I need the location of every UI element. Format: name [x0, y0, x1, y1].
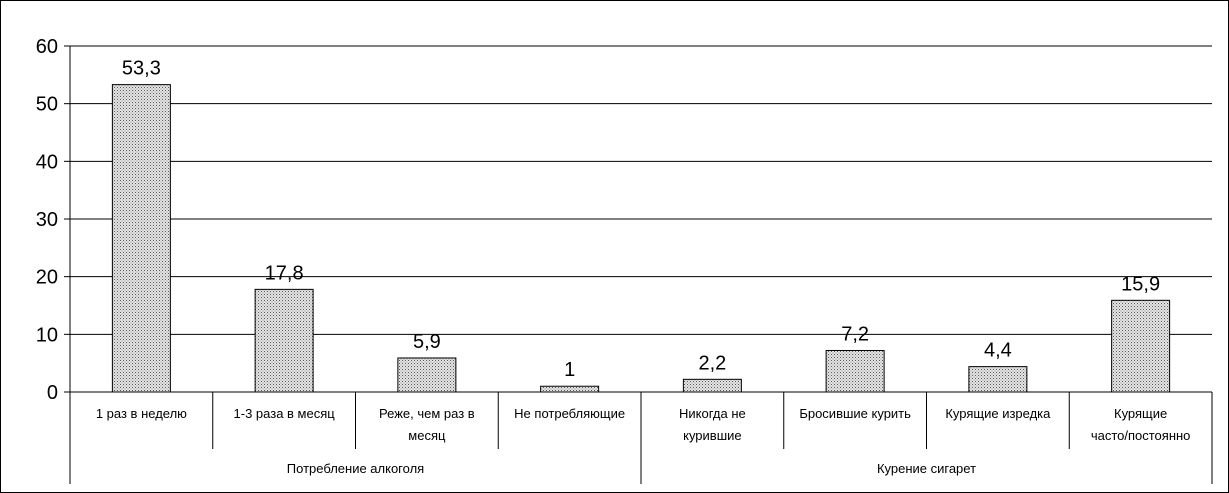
bar: [397, 357, 457, 393]
bar: [968, 366, 1028, 393]
data-label: 1: [564, 359, 575, 381]
category-labels: 1 раз в неделю 1-3 раза в месяц Реже, чем …: [96, 406, 1191, 443]
y-tick-label: 0: [47, 382, 58, 404]
category-label: 1-3 раза в месяц: [234, 406, 336, 421]
category-label: Бросившие курить: [799, 406, 911, 421]
group-label: Курение сигарет: [877, 461, 976, 476]
bars: [111, 84, 1171, 393]
y-tick-label: 20: [36, 267, 58, 289]
data-label: 7,2: [841, 323, 869, 345]
category-label: Курящие изредка: [945, 406, 1051, 421]
category-label: Реже, чем раз в: [379, 406, 475, 421]
y-tick-label: 30: [36, 209, 58, 231]
bar: [254, 288, 314, 393]
category-label: 1 раз в неделю: [96, 406, 187, 421]
bar: [1111, 299, 1171, 393]
data-label: 53,3: [122, 58, 161, 80]
data-label: 17,8: [265, 262, 304, 284]
bar: [540, 385, 600, 393]
group-labels: Потребление алкоголя Курение сигарет: [287, 461, 976, 476]
category-label: Никогда не: [679, 406, 746, 421]
category-label: курившие: [683, 428, 742, 443]
category-label: часто/постоянно: [1091, 428, 1191, 443]
category-label: месяц: [408, 428, 446, 443]
bar: [111, 84, 171, 393]
category-label: Не потребляющие: [514, 406, 625, 421]
category-label: Курящие: [1114, 406, 1167, 421]
grid-lines: [70, 45, 1212, 335]
y-tick-label: 40: [36, 151, 58, 173]
y-tick-label: 50: [36, 94, 58, 116]
bar: [682, 378, 742, 393]
y-tick-label: 60: [36, 36, 58, 58]
group-label: Потребление алкоголя: [287, 461, 424, 476]
data-label: 2,2: [698, 352, 726, 374]
data-labels: 53,3 17,8 5,9 1 2,2 7,2 4,4 15,9: [122, 58, 1160, 382]
y-tick-label: 10: [36, 324, 58, 346]
data-label: 15,9: [1121, 273, 1160, 295]
data-label: 4,4: [984, 340, 1012, 362]
data-label: 5,9: [413, 331, 441, 353]
bar: [825, 349, 885, 393]
